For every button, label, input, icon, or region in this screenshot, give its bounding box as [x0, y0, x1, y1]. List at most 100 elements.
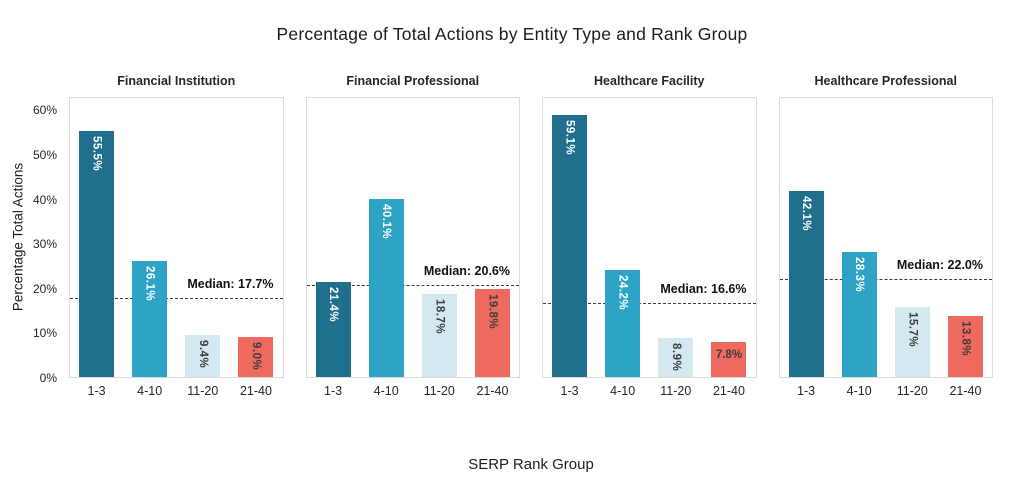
bar: 55.5%	[79, 131, 115, 377]
bar-value-label: 15.7%	[906, 312, 919, 348]
bar-slot: 15.7%	[886, 98, 939, 377]
bar-slot: 24.2%	[596, 98, 649, 377]
median-line	[70, 297, 283, 299]
x-axis-ticks: 1-3 4-10 11-20 21-40	[543, 384, 756, 398]
bar-slot: 8.9%	[649, 98, 702, 377]
bar: 42.1%	[788, 190, 824, 377]
bar-value-label: 8.9%	[669, 342, 682, 371]
bar-value-label: 7.8%	[715, 349, 743, 362]
x-tick-label: 11-20	[423, 384, 455, 398]
bar-slot: 26.1%	[123, 98, 176, 377]
subplot-panel: Healthcare Professional Median: 22.0% 42.1…	[778, 74, 993, 398]
plot-area: Median: 16.6% 59.1% 24.2% 8.9% 7.8% 1-3 4-10 11…	[542, 97, 757, 398]
bar: 24.2%	[605, 269, 641, 377]
bar: 13.8%	[947, 315, 983, 377]
bar: 8.9%	[658, 337, 694, 377]
bar-value-label: 9.0%	[249, 342, 262, 371]
bars-group: 59.1% 24.2% 8.9% 7.8%	[543, 98, 756, 377]
x-axis-ticks: 1-3 4-10 11-20 21-40	[307, 384, 520, 398]
y-tick-label: 30%	[32, 237, 57, 252]
bars-group: 55.5% 26.1% 9.4% 9.0%	[70, 98, 283, 377]
bar: 59.1%	[552, 115, 588, 377]
subplot-panel: Financial Institution Median: 17.7% 55.5% 2…	[69, 74, 284, 398]
bar-slot: 9.0%	[229, 98, 282, 377]
bars-group: 42.1% 28.3% 15.7% 13.8%	[780, 98, 993, 377]
bar-slot: 18.7%	[413, 98, 466, 377]
median-line	[543, 302, 756, 304]
x-tick-label: 4-10	[610, 384, 636, 398]
plot-area: Median: 20.6% 21.4% 40.1% 18.7% 19.8% 1-3 4-10…	[305, 97, 520, 398]
plot-area: Median: 22.0% 42.1% 28.3% 15.7% 13.8% 1-3 4-10…	[778, 97, 993, 398]
x-tick-label: 11-20	[896, 384, 928, 398]
bars-group: 21.4% 40.1% 18.7% 19.8%	[307, 98, 520, 377]
x-tick-label: 21-40	[476, 384, 509, 398]
bar-value-label: 13.8%	[959, 320, 972, 356]
bar: 28.3%	[841, 251, 877, 377]
median-label: Median: 16.6%	[660, 281, 747, 296]
bar-value-label: 55.5%	[90, 136, 103, 172]
bar: 19.8%	[474, 289, 510, 377]
bar-value-label: 28.3%	[853, 256, 866, 292]
x-tick-label: 21-40	[949, 384, 982, 398]
bar-slot: 28.3%	[833, 98, 886, 377]
bar-slot: 19.8%	[466, 98, 519, 377]
subplot-title: Financial Institution	[117, 74, 236, 88]
bar-value-label: 19.8%	[486, 294, 499, 330]
bar-value-label: 59.1%	[563, 120, 576, 156]
bar-slot: 42.1%	[780, 98, 833, 377]
y-tick-label: 50%	[32, 147, 57, 162]
x-tick-label: 21-40	[712, 384, 745, 398]
y-tick-label: 60%	[32, 103, 57, 118]
bar-value-label: 40.1%	[380, 204, 393, 240]
y-tick-label: 10%	[32, 326, 57, 341]
subplot-title: Financial Professional	[346, 74, 480, 88]
x-tick-label: 11-20	[187, 384, 219, 398]
x-tick-label: 4-10	[373, 384, 399, 398]
bar-value-label: 42.1%	[800, 195, 813, 231]
y-axis-ticks: 0% 10% 20% 30% 40% 50% 60%	[0, 97, 63, 385]
x-axis-ticks: 1-3 4-10 11-20 21-40	[70, 384, 283, 398]
y-tick-label: 0%	[39, 371, 57, 385]
bar-slot: 9.4%	[176, 98, 229, 377]
bar-slot: 21.4%	[307, 98, 360, 377]
x-tick-label: 1-3	[87, 384, 106, 398]
plot-area: Median: 17.7% 55.5% 26.1% 9.4% 9.0% 1-3 4-10 11…	[69, 97, 284, 398]
subplot-panel: Financial Professional Median: 20.6% 21.4%…	[305, 74, 520, 398]
x-tick-label: 1-3	[324, 384, 343, 398]
subplot-title: Healthcare Facility	[594, 74, 705, 88]
bar-slot: 13.8%	[939, 98, 992, 377]
bar-value-label: 26.1%	[143, 266, 156, 302]
bar-slot: 55.5%	[70, 98, 123, 377]
bar: 21.4%	[315, 282, 351, 377]
bar: 18.7%	[421, 294, 457, 377]
x-tick-label: 1-3	[797, 384, 816, 398]
y-tick-label: 40%	[32, 192, 57, 207]
median-line	[779, 278, 992, 280]
subplot-title: Healthcare Professional	[814, 74, 957, 88]
x-tick-label: 11-20	[660, 384, 692, 398]
bar-value-label: 18.7%	[433, 299, 446, 335]
bar-slot: 59.1%	[543, 98, 596, 377]
x-tick-label: 1-3	[560, 384, 579, 398]
x-axis-ticks: 1-3 4-10 11-20 21-40	[780, 384, 993, 398]
bar-slot: 7.8%	[702, 98, 755, 377]
median-label: Median: 20.6%	[423, 263, 510, 278]
x-tick-label: 21-40	[239, 384, 272, 398]
bar: 9.0%	[238, 337, 274, 377]
bar-slot: 40.1%	[360, 98, 413, 377]
bar-value-label: 9.4%	[196, 340, 209, 369]
x-tick-label: 4-10	[846, 384, 872, 398]
median-line	[306, 284, 519, 286]
panels-row: Financial Institution Median: 17.7% 55.5% 2…	[69, 74, 993, 398]
median-label: Median: 22.0%	[896, 257, 983, 272]
y-tick-label: 20%	[32, 281, 57, 296]
bar: 15.7%	[894, 307, 930, 377]
bar-value-label: 21.4%	[327, 287, 340, 323]
bar: 40.1%	[368, 199, 404, 377]
x-axis-label: SERP Rank Group	[468, 456, 594, 473]
subplot-panel: Healthcare Facility Median: 16.6% 59.1% 24.…	[542, 74, 757, 398]
median-label: Median: 17.7%	[187, 276, 274, 291]
bar: 9.4%	[185, 335, 221, 377]
bar: 26.1%	[132, 261, 168, 377]
